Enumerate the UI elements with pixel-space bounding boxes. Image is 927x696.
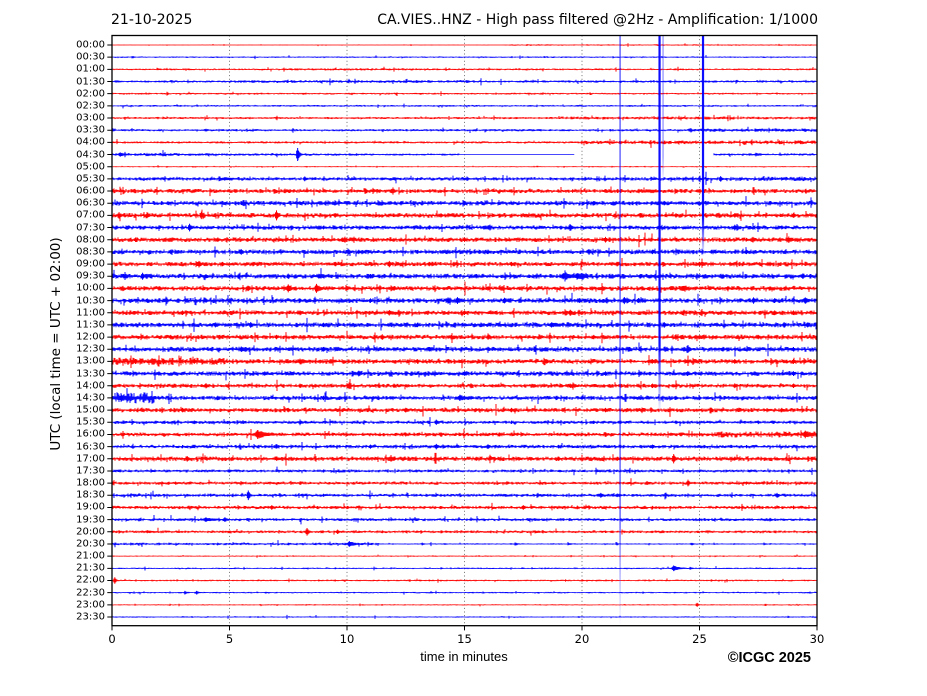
x-tick-label: 5 <box>225 632 234 646</box>
y-tick-label: 17:00 <box>76 453 105 465</box>
y-tick-label: 20:30 <box>76 538 105 550</box>
y-tick-label: 03:00 <box>76 112 105 124</box>
y-tick-label: 16:00 <box>76 428 105 440</box>
y-tick-label: 14:00 <box>76 380 105 392</box>
y-tick-label: 04:30 <box>76 149 105 161</box>
y-tick-label: 17:30 <box>76 465 105 477</box>
y-tick-label: 23:00 <box>76 599 105 611</box>
y-tick-label: 14:30 <box>76 392 105 404</box>
y-tick-label: 01:30 <box>76 76 105 87</box>
y-tick-label: 11:00 <box>76 307 105 319</box>
y-tick-label: 03:30 <box>76 124 105 136</box>
y-tick-label: 19:30 <box>76 514 105 526</box>
x-tick-label: 15 <box>457 632 472 646</box>
y-tick-label: 01:00 <box>76 63 105 75</box>
y-tick-label: 04:00 <box>76 136 105 148</box>
y-tick-label: 13:30 <box>76 368 105 380</box>
y-tick-label: 18:30 <box>76 489 105 501</box>
y-tick-label: 12:30 <box>76 343 105 355</box>
y-tick-label: 22:00 <box>76 574 105 586</box>
y-tick-label: 10:00 <box>76 282 105 294</box>
y-tick-label: 06:00 <box>76 185 105 197</box>
y-tick-label: 15:30 <box>76 416 105 428</box>
y-tick-label: 22:30 <box>76 587 105 599</box>
y-tick-label: 09:30 <box>76 270 105 282</box>
y-tick-label: 08:00 <box>76 234 105 246</box>
y-tick-label: 07:30 <box>76 222 105 234</box>
y-tick-label: 07:00 <box>76 209 105 221</box>
x-tick-label: 0 <box>108 632 116 646</box>
y-tick-label: 18:00 <box>76 477 105 489</box>
y-tick-label: 02:00 <box>76 88 105 100</box>
y-tick-label: 19:00 <box>76 501 105 513</box>
y-tick-label: 05:00 <box>76 161 105 173</box>
y-tick-label: 00:30 <box>76 51 105 63</box>
y-tick-label: 21:00 <box>76 550 105 562</box>
y-tick-label: 11:30 <box>76 319 105 331</box>
y-tick-label: 09:00 <box>76 258 105 270</box>
y-tick-label: 10:30 <box>76 295 105 307</box>
copyright-label: ©ICGC 2025 <box>727 650 811 666</box>
plot-station-title: CA.VIES..HNZ - High pass filtered @2Hz -… <box>377 12 818 28</box>
x-tick-label: 25 <box>692 632 707 646</box>
y-tick-label: 16:30 <box>76 441 105 453</box>
y-tick-label: 12:00 <box>76 331 105 343</box>
y-tick-label: 05:30 <box>76 173 105 185</box>
y-tick-label: 21:30 <box>76 562 105 574</box>
y-tick-label: 00:00 <box>76 39 105 51</box>
x-tick-label: 10 <box>339 632 355 646</box>
y-tick-label: 08:30 <box>76 246 105 258</box>
y-tick-label: 13:00 <box>76 355 105 367</box>
x-tick-label: 30 <box>809 632 825 646</box>
y-tick-label: 23:30 <box>76 611 105 623</box>
x-axis-label: time in minutes <box>420 649 508 664</box>
y-tick-label: 15:00 <box>76 404 105 416</box>
y-tick-label: 06:30 <box>76 197 105 209</box>
y-tick-label: 02:30 <box>76 100 105 112</box>
y-tick-label: 20:00 <box>76 526 105 538</box>
plot-date-title: 21-10-2025 <box>111 12 193 28</box>
x-tick-label: 20 <box>574 632 590 646</box>
